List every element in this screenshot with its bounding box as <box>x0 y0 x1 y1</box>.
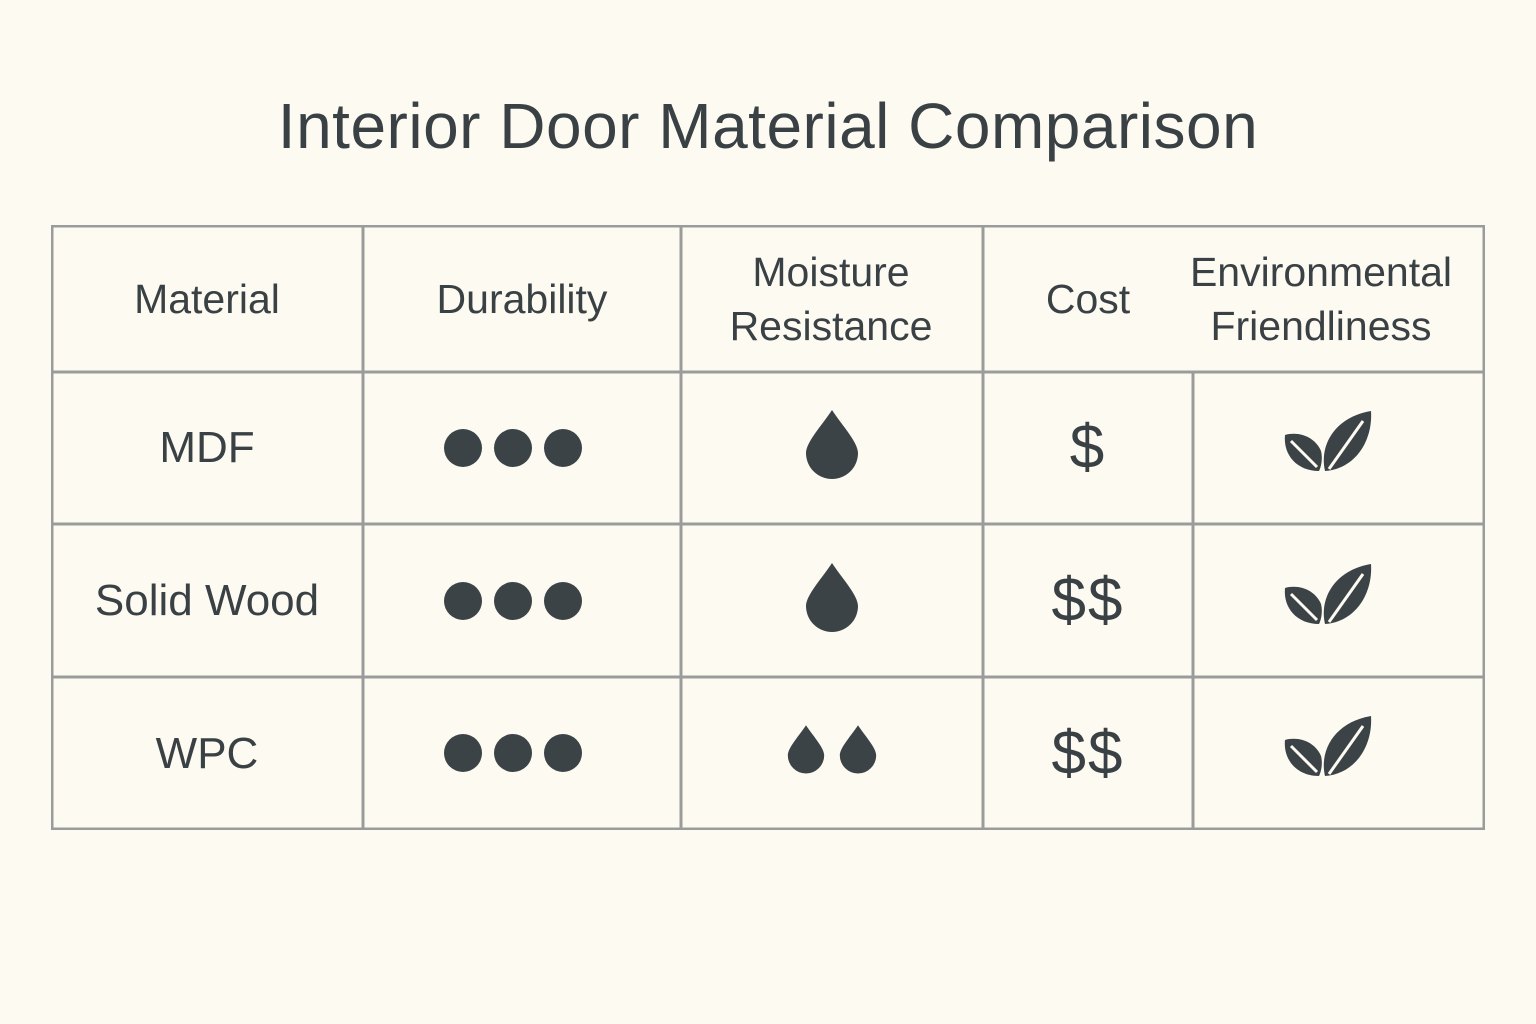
table-border <box>51 225 1485 830</box>
cost-mdf: $ <box>1069 413 1107 482</box>
durability-dot-icon-wpc-3 <box>544 734 582 772</box>
cost-solid-wood: $$ <box>1051 565 1125 635</box>
header-cost: Cost <box>1045 275 1131 322</box>
water-drop-icon-solid-wood-1 <box>806 563 858 632</box>
comparison-table: Material Durability Moisture Resistance … <box>51 225 1485 830</box>
leaf-icon-solid-wood <box>1284 564 1372 624</box>
header-environmental-friendliness: Environmental Friendliness <box>1189 248 1453 349</box>
water-drop-icon-wpc-1 <box>787 725 825 774</box>
leaf-icon-wpc <box>1284 716 1372 776</box>
durability-dot-icon-wpc-1 <box>444 734 482 772</box>
durability-dot-icon-solid-wood-1 <box>444 582 482 620</box>
durability-dot-icon-wpc-2 <box>494 734 532 772</box>
header-material: Material <box>134 275 280 322</box>
leaf-icon-mdf <box>1284 411 1372 471</box>
durability-dot-icon-solid-wood-3 <box>544 582 582 620</box>
header-durability: Durability <box>436 275 608 322</box>
chart-title: Interior Door Material Comparison <box>277 90 1259 162</box>
row-label-solid-wood: Solid Wood <box>94 575 320 625</box>
durability-dot-icon-mdf-1 <box>444 429 482 467</box>
table-grid <box>51 225 1485 830</box>
header-moisture-resistance: Moisture Resistance <box>729 248 933 349</box>
durability-dot-icon-solid-wood-2 <box>494 582 532 620</box>
row-label-wpc: WPC <box>155 728 259 778</box>
cost-wpc: $$ <box>1051 718 1125 788</box>
durability-dot-icon-mdf-2 <box>494 429 532 467</box>
row-label-mdf: MDF <box>159 423 255 472</box>
durability-dot-icon-mdf-3 <box>544 429 582 467</box>
water-drop-icon-wpc-2 <box>839 725 877 774</box>
water-drop-icon-mdf-1 <box>806 410 858 479</box>
